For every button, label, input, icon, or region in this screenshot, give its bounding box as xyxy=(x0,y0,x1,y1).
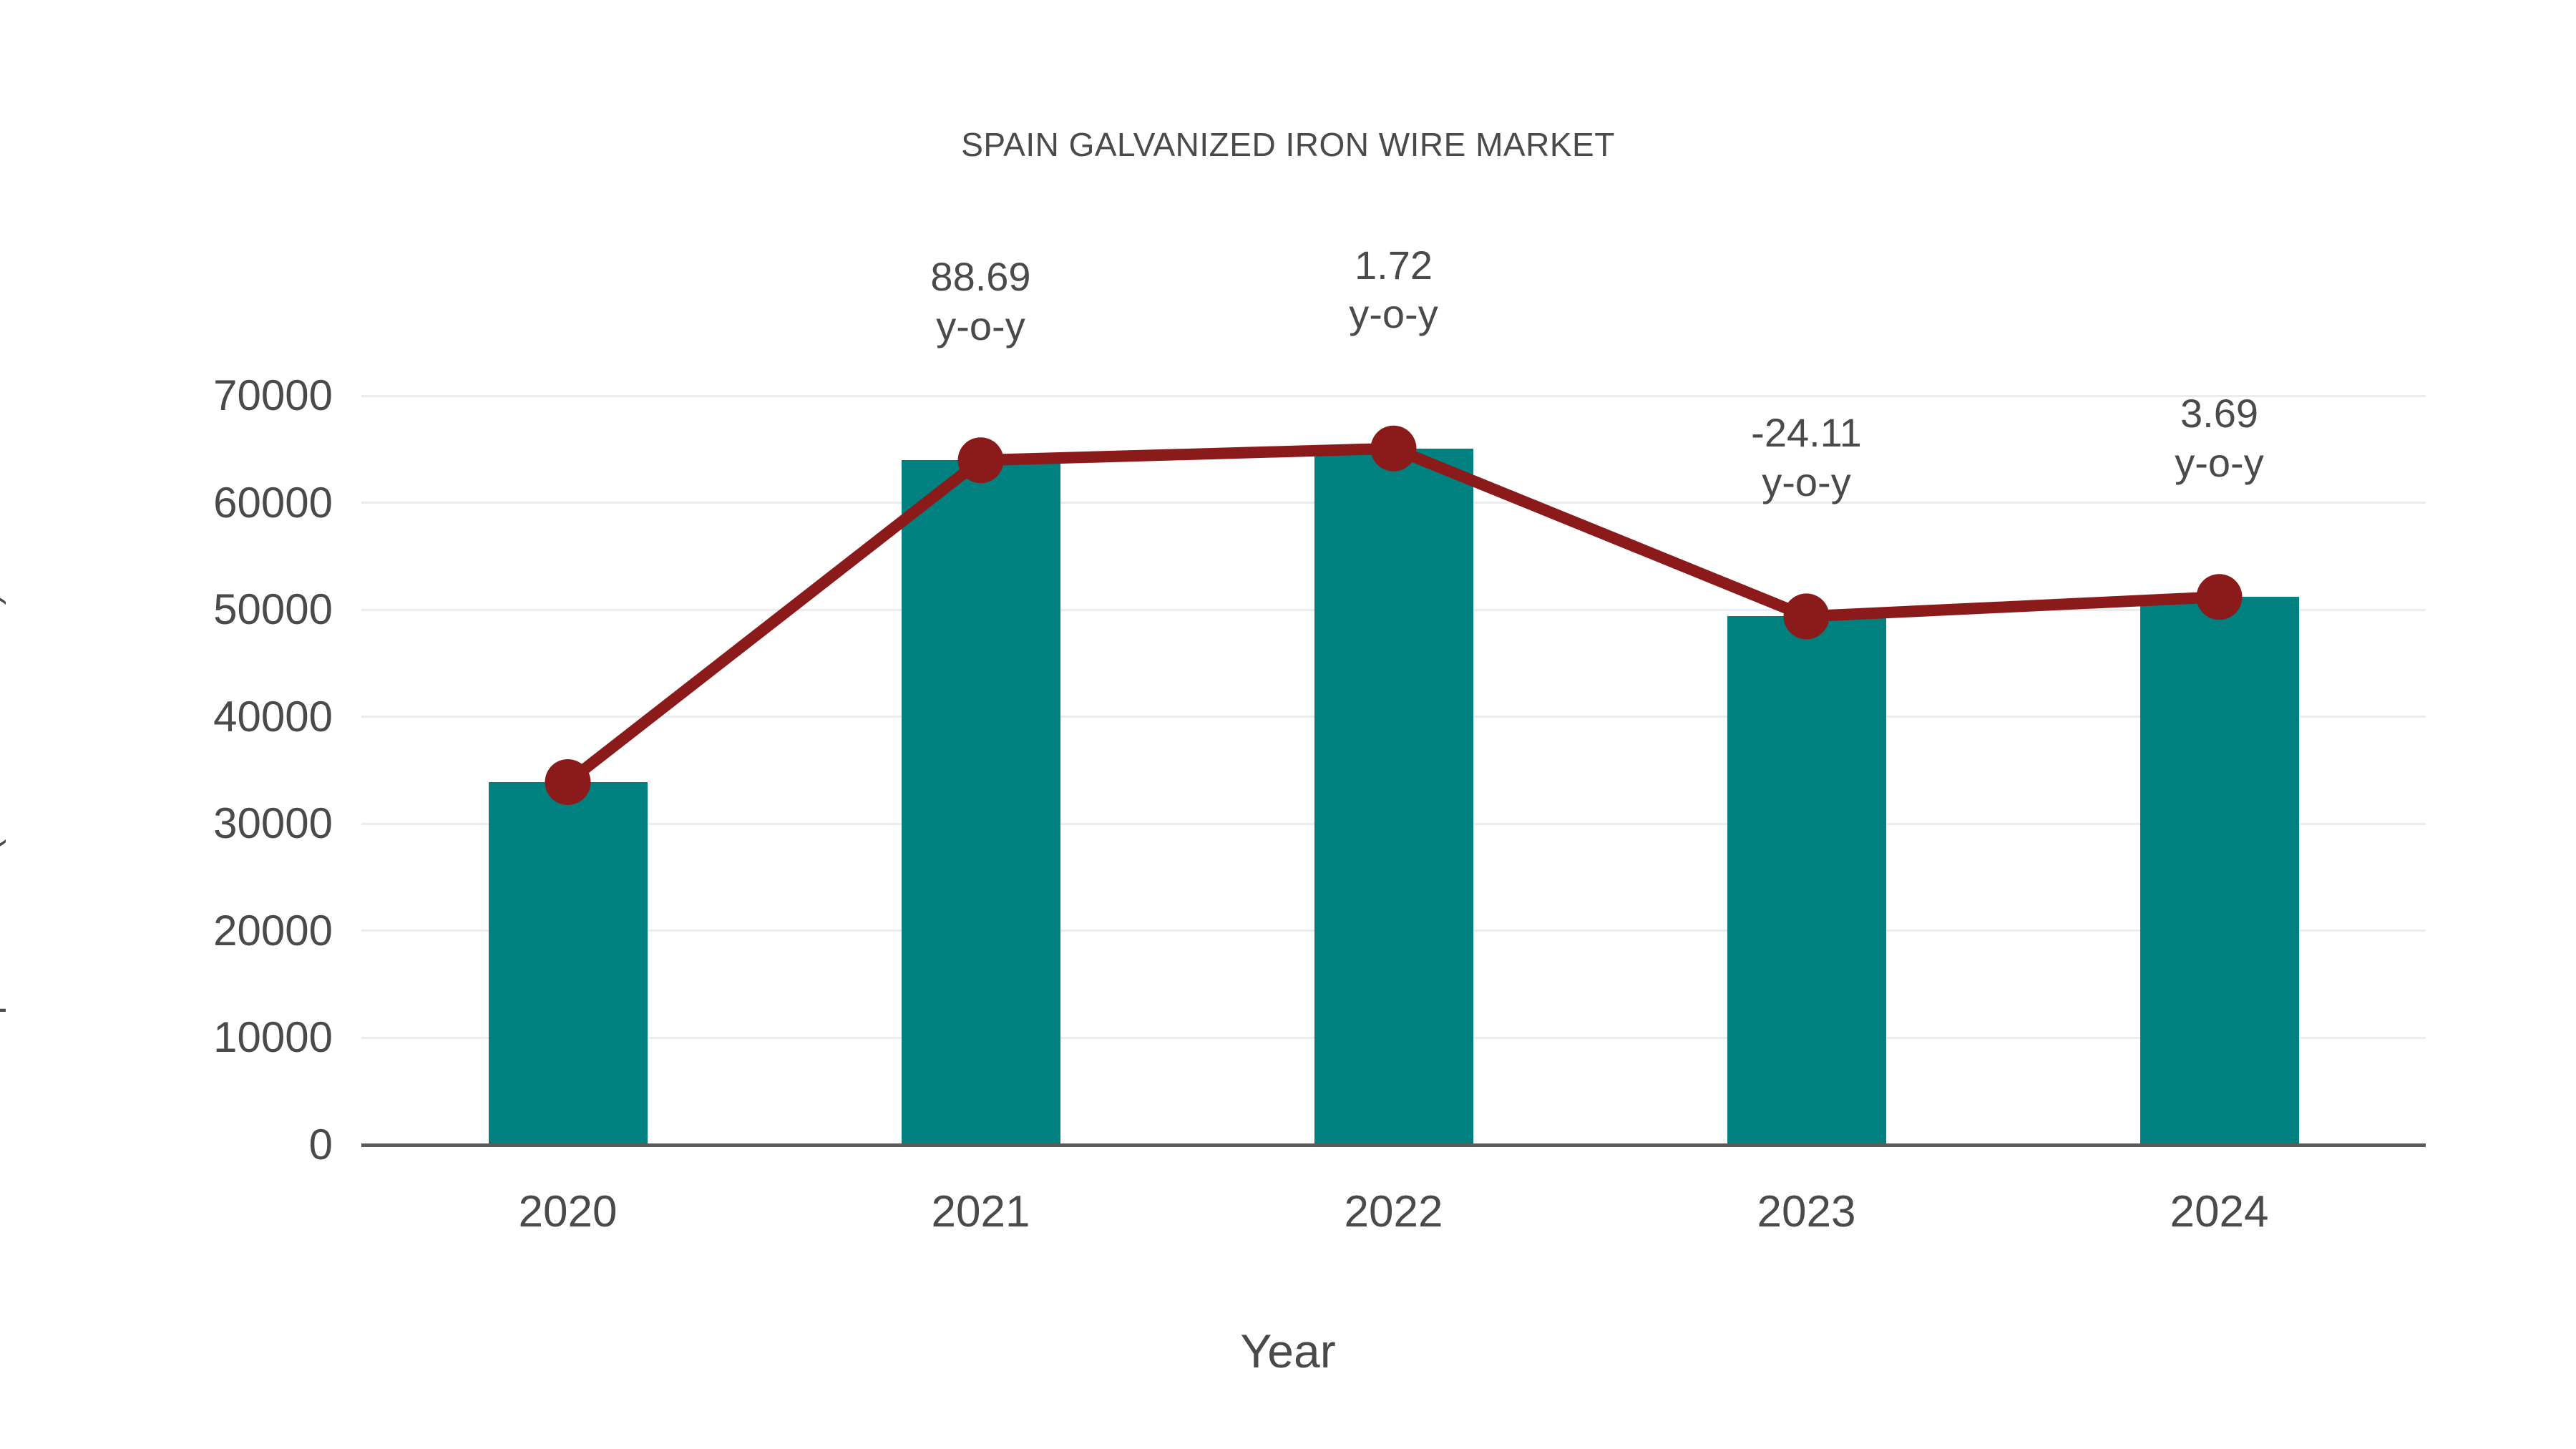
x-axis-title: Year xyxy=(1240,1324,1336,1377)
yoy-annotation-suffix: y-o-y xyxy=(2175,439,2264,485)
y-tick-label: 10000 xyxy=(213,1013,333,1062)
y-tick-label: 40000 xyxy=(213,692,333,741)
plot-area xyxy=(361,394,2426,1145)
y-tick-label: 60000 xyxy=(213,478,333,527)
yoy-annotation-value: 1.72 xyxy=(1355,242,1433,288)
bar-2021[interactable] xyxy=(901,460,1060,1145)
chart-title: SPAIN GALVANIZED IRON WIRE MARKET xyxy=(961,126,1615,163)
bar-2024[interactable] xyxy=(2140,597,2299,1145)
x-tick-label-2022: 2022 xyxy=(1344,1187,1443,1236)
yoy-annotation-2023: -24.11 y-o-y xyxy=(1621,409,1993,507)
x-tick-label-2023: 2023 xyxy=(1757,1187,1856,1236)
yoy-annotation-value: 3.69 xyxy=(2180,391,2258,436)
y-tick-label: 0 xyxy=(308,1121,333,1169)
x-axis-line xyxy=(361,1143,2426,1147)
bar-2020[interactable] xyxy=(488,781,648,1145)
yoy-annotation-suffix: y-o-y xyxy=(1349,291,1438,337)
yoy-annotation-2022: 1.72 y-o-y xyxy=(1208,241,1580,339)
y-tick-label: 30000 xyxy=(213,799,333,848)
yoy-annotation-value: -24.11 xyxy=(1751,410,1862,456)
y-tick-label: 70000 xyxy=(213,371,333,419)
yoy-annotation-value: 88.69 xyxy=(930,254,1031,300)
x-tick-label-2020: 2020 xyxy=(518,1187,618,1236)
gridline xyxy=(361,394,2426,397)
y-tick-label: 20000 xyxy=(213,906,333,955)
bar-2023[interactable] xyxy=(1727,616,1886,1145)
yoy-annotation-suffix: y-o-y xyxy=(1762,459,1851,504)
yoy-annotation-2024: 3.69 y-o-y xyxy=(2034,389,2406,487)
yoy-annotation-suffix: y-o-y xyxy=(936,303,1025,348)
y-tick-label: 50000 xyxy=(213,585,333,634)
yoy-annotation-2021: 88.69 y-o-y xyxy=(795,253,1167,351)
x-tick-label-2021: 2021 xyxy=(931,1187,1030,1236)
x-tick-label-2024: 2024 xyxy=(2170,1187,2269,1236)
bar-2022[interactable] xyxy=(1314,448,1473,1145)
